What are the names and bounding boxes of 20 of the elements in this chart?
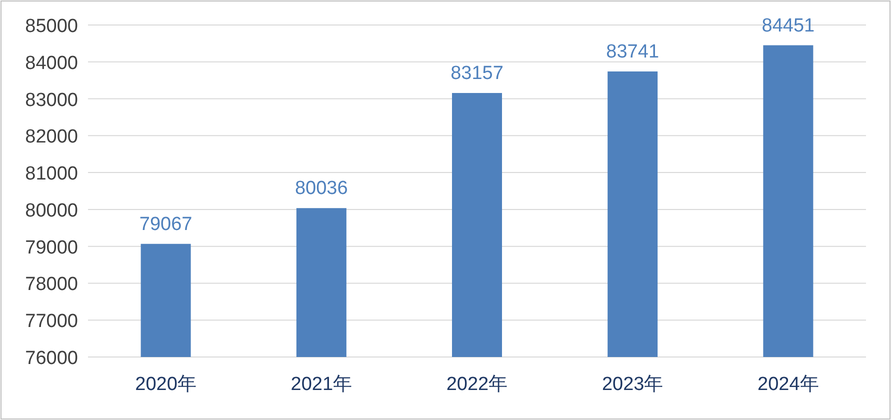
y-tick-label: 82000	[25, 126, 78, 148]
y-tick-label: 80000	[25, 200, 78, 222]
x-tick-label: 2021年	[290, 374, 352, 395]
data-label: 79067	[139, 214, 192, 235]
x-tick-label: 2024年	[758, 374, 819, 395]
data-label: 83741	[606, 41, 660, 62]
x-tick-label: 2023年	[602, 374, 664, 395]
y-tick-label: 76000	[25, 348, 78, 369]
x-tick-label: 2020年	[135, 374, 196, 395]
y-tick-label: 84000	[25, 52, 78, 74]
y-tick-label: 79000	[25, 237, 78, 258]
data-label: 83157	[450, 62, 504, 84]
y-tick-label: 77000	[25, 311, 78, 332]
y-tick-label: 78000	[25, 274, 78, 296]
y-tick-label: 83000	[25, 90, 78, 111]
y-tick-label: 81000	[25, 164, 78, 185]
data-label: 84451	[762, 15, 815, 36]
y-tick-label: 85000	[25, 16, 78, 37]
x-tick-label: 2022年	[446, 374, 508, 395]
data-label: 80036	[294, 178, 348, 200]
